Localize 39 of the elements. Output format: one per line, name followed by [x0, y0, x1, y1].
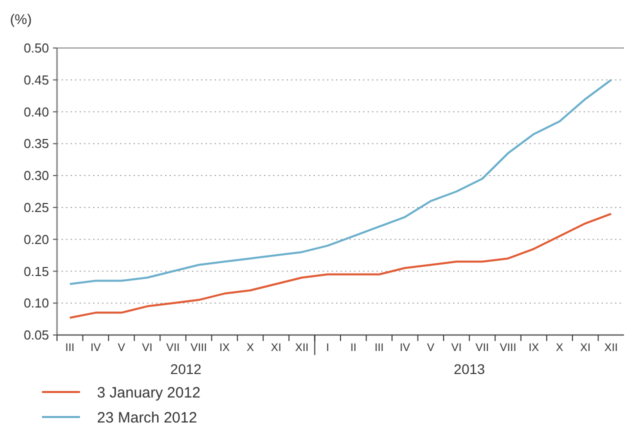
legend-label: 3 January 2012 — [97, 384, 200, 402]
y-tick-label: 0.20 — [24, 232, 49, 247]
legend-label: 23 March 2012 — [97, 409, 198, 426]
x-tick-label: IV — [400, 342, 411, 354]
y-tick-label: 0.40 — [24, 104, 49, 120]
x-tick-label: VI — [451, 342, 462, 354]
text: 2012 — [170, 361, 202, 377]
x-tick-label: X — [246, 342, 255, 354]
y-tick-label: 0.50 — [24, 40, 49, 56]
y-tick-label: 0.35 — [24, 136, 49, 152]
y-axis-title: (%) — [10, 11, 32, 27]
y-tick-label: 0.10 — [24, 296, 49, 311]
y-tick-label: 0.15 — [24, 264, 49, 279]
x-tick-label: IX — [528, 342, 540, 354]
x-tick-label: II — [350, 342, 356, 354]
x-tick-label: I — [326, 342, 330, 354]
x-tick-label: X — [556, 342, 564, 354]
x-tick-label: XI — [580, 342, 591, 354]
y-tick-label: 0.25 — [24, 200, 49, 215]
x-tick-label: V — [118, 342, 126, 354]
x-tick-label: VI — [142, 342, 152, 354]
line-series — [68, 78, 612, 285]
x-tick-label: V — [427, 342, 436, 354]
x-tick-label: XII — [604, 342, 618, 354]
x-tick-label: VII — [476, 342, 489, 354]
x-tick-label: XII — [295, 342, 309, 354]
x-tick-label: IV — [90, 342, 102, 354]
x-tick-label: III — [65, 342, 74, 354]
y-tick-label: 0.05 — [24, 328, 49, 343]
y-tick-label: 0.30 — [24, 168, 49, 184]
line-series — [68, 212, 612, 319]
text: 2013 — [454, 361, 486, 377]
x-tick-label: VIII — [500, 342, 516, 354]
x-tick-label: VII — [166, 342, 180, 354]
x-tick-label: IX — [219, 342, 230, 354]
x-tick-label: XI — [270, 342, 282, 354]
x-tick-label: III — [374, 342, 384, 354]
y-tick-label: 0.45 — [24, 72, 49, 88]
x-tick-label: VIII — [190, 342, 208, 354]
